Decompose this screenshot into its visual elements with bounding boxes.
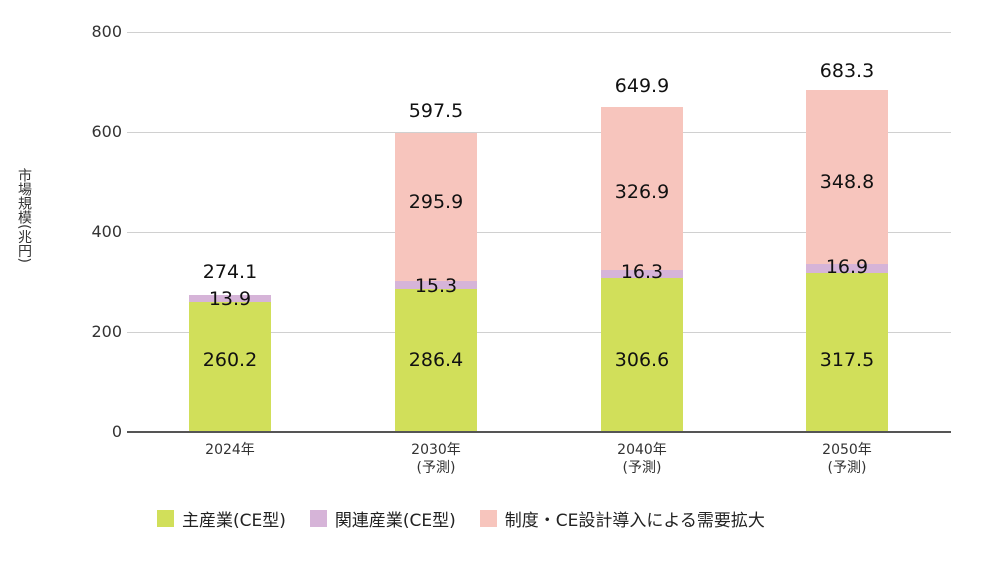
segment-related [189, 295, 271, 302]
main-label: 306.6 [614, 349, 670, 371]
related-label: 13.9 [208, 288, 252, 310]
y-tick: 200 [91, 322, 122, 341]
y-tick: 400 [91, 222, 122, 241]
total-label: 597.5 [408, 100, 464, 122]
segment-demand [601, 107, 683, 270]
demand-label: 326.9 [614, 181, 670, 203]
segment-demand [395, 133, 477, 281]
segment-main [601, 278, 683, 432]
related-label: 16.9 [825, 256, 869, 278]
segment-main [806, 273, 888, 432]
total-label: 274.1 [202, 261, 258, 283]
gridline-200 [127, 332, 951, 333]
legend-item-main: 主産業(CE型) [157, 506, 286, 531]
bar-2024 [189, 295, 271, 432]
y-tick: 800 [91, 22, 122, 41]
y-tick: 0 [111, 422, 122, 441]
main-label: 286.4 [408, 349, 464, 371]
legend-item-demand: 制度・CE設計導入による需要拡大 [479, 506, 765, 531]
swatch-demand [479, 510, 497, 527]
x-label-2040: 2040年 (予測) [617, 442, 667, 476]
x-axis-line [127, 431, 951, 433]
swatch-related [309, 510, 327, 527]
related-label: 15.3 [414, 275, 458, 297]
bar-2030 [395, 133, 477, 432]
x-label-2030: 2030年 (予測) [411, 442, 461, 476]
legend-item-related: 関連産業(CE型) [309, 506, 456, 531]
y-tick: 600 [91, 122, 122, 141]
gridline-800 [127, 32, 951, 33]
bar-2040 [601, 107, 683, 432]
demand-label: 348.8 [819, 171, 875, 193]
segment-main [395, 289, 477, 432]
bar-2050 [806, 90, 888, 432]
segment-related [395, 281, 477, 289]
legend: 主産業(CE型) 関連産業(CE型) 制度・CE設計導入による需要拡大 [157, 506, 789, 531]
gridline-600 [127, 132, 951, 133]
gridline-400 [127, 232, 951, 233]
swatch-main [157, 510, 174, 527]
related-label: 16.3 [620, 261, 664, 283]
segment-main [189, 302, 271, 432]
total-label: 683.3 [819, 60, 875, 82]
x-label-2024: 2024年 [205, 442, 255, 458]
demand-label: 295.9 [408, 191, 464, 213]
y-axis-label: 市場規模(兆円) [16, 168, 32, 263]
segment-related [806, 264, 888, 273]
total-label: 649.9 [614, 75, 670, 97]
x-label-2050: 2050年 (予測) [822, 442, 872, 476]
segment-demand [806, 90, 888, 264]
main-label: 317.5 [819, 349, 875, 371]
main-label: 260.2 [202, 349, 258, 371]
segment-related [601, 270, 683, 278]
